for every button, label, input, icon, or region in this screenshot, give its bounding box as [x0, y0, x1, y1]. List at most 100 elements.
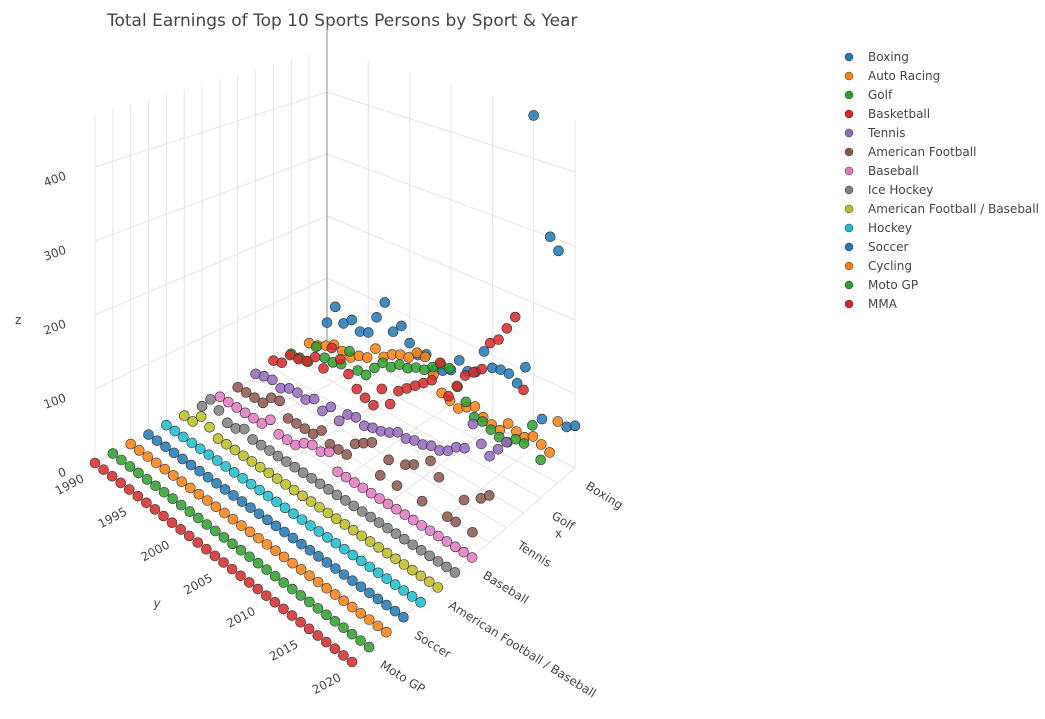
data-point — [176, 476, 188, 487]
data-point — [305, 520, 316, 531]
data-point — [175, 499, 187, 511]
data-point — [279, 526, 290, 538]
data-point — [344, 346, 355, 357]
data-point — [253, 532, 264, 544]
legend-marker — [844, 204, 854, 214]
data-point — [252, 557, 264, 569]
data-point — [377, 357, 389, 369]
data-point — [177, 453, 188, 465]
data-point — [124, 461, 136, 472]
data-point — [141, 497, 152, 509]
x-tick-label: Golf — [549, 509, 578, 534]
data-point — [469, 401, 481, 412]
data-point — [245, 502, 256, 513]
data-point — [304, 544, 316, 556]
data-point — [296, 514, 308, 525]
data-point — [249, 392, 260, 403]
y-tick-label: 2000 — [139, 538, 173, 565]
data-point — [329, 615, 341, 627]
data-point — [544, 231, 556, 243]
data-point — [252, 583, 264, 595]
chart-title: Total Earnings of Top 10 Sports Persons … — [106, 11, 577, 31]
data-point — [295, 564, 307, 575]
legend-label: Auto Racing — [868, 69, 940, 83]
data-point — [158, 486, 170, 498]
data-point — [98, 464, 109, 475]
data-point — [316, 425, 327, 436]
data-point — [167, 493, 178, 504]
data-point — [368, 399, 379, 411]
data-point — [219, 484, 231, 495]
data-point — [330, 563, 341, 574]
data-point — [263, 467, 275, 479]
data-point — [408, 459, 420, 470]
data-point — [312, 576, 324, 588]
legend-marker — [844, 71, 854, 81]
data-point — [341, 449, 353, 460]
data-point — [381, 547, 393, 559]
data-point — [193, 488, 205, 500]
data-point — [212, 433, 224, 444]
z-tick-label: 100 — [42, 391, 68, 412]
data-point — [150, 457, 162, 469]
data-point — [296, 538, 307, 550]
data-point — [441, 561, 452, 573]
data-point — [501, 436, 512, 448]
data-point — [415, 570, 427, 582]
data-point — [518, 384, 529, 396]
data-point — [141, 474, 153, 485]
data-point — [158, 510, 169, 522]
data-point — [211, 455, 223, 466]
y-tick-label: 2010 — [224, 604, 258, 631]
data-point — [364, 587, 375, 599]
data-point — [535, 439, 547, 450]
data-point — [383, 454, 394, 466]
data-point — [389, 605, 401, 617]
data-point — [352, 365, 364, 376]
data-point — [287, 557, 298, 569]
data-point — [365, 487, 377, 499]
data-point — [323, 446, 335, 458]
data-point — [303, 623, 315, 635]
data-point — [254, 461, 266, 473]
data-point — [326, 342, 338, 354]
data-point — [223, 396, 234, 408]
floor-grid-line — [291, 358, 541, 499]
data-point — [235, 570, 246, 582]
data-point — [142, 451, 154, 462]
data-point — [289, 461, 301, 473]
data-point — [466, 552, 478, 563]
data-point — [244, 526, 256, 538]
data-point — [282, 413, 294, 424]
x-tick-label: Boxing — [583, 479, 625, 513]
data-point — [278, 551, 290, 563]
data-point — [238, 423, 250, 435]
data-point — [273, 428, 285, 440]
data-point — [329, 301, 341, 313]
data-point — [227, 514, 239, 525]
data-point — [346, 656, 358, 668]
data-point — [167, 470, 179, 481]
data-point — [267, 374, 278, 386]
data-point — [334, 354, 346, 365]
data-point — [323, 484, 334, 495]
x-tick-label: Moto GP — [378, 658, 428, 696]
data-point — [297, 490, 308, 502]
legend-label: Golf — [868, 88, 893, 102]
data-point — [346, 314, 358, 326]
data-point — [159, 463, 171, 475]
data-point — [398, 611, 409, 623]
data-point — [399, 533, 410, 545]
data-point — [202, 495, 213, 506]
data-point — [308, 393, 320, 405]
data-point — [518, 438, 530, 449]
data-point — [329, 643, 341, 655]
data-point — [331, 489, 343, 501]
data-point — [286, 583, 298, 595]
legend-label: Hockey — [868, 221, 912, 235]
data-point — [391, 480, 403, 491]
data-point — [459, 442, 470, 454]
legend-label: Moto GP — [868, 278, 918, 292]
data-point — [245, 478, 257, 490]
data-point — [261, 539, 273, 550]
